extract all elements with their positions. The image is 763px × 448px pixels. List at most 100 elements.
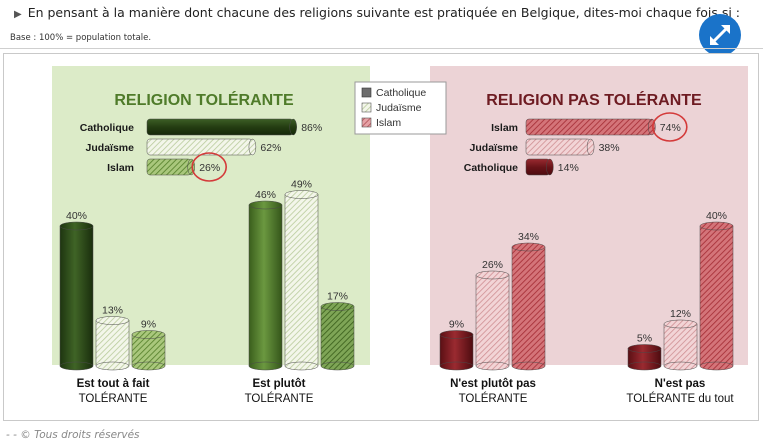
vbar-catholique-3: [439, 334, 474, 367]
hbar-label-catholique: Catholique: [80, 122, 134, 134]
vbar-value-islam-3: 34%: [518, 231, 539, 243]
hbar-label-catholique: Catholique: [464, 162, 518, 174]
vbar-value-judaisme-3: 26%: [482, 259, 503, 271]
vbar-judaisme-2-top: [284, 190, 319, 199]
hbar-value-islam: 74%: [660, 122, 681, 134]
question-text: En pensant à la manière dont chacune des…: [27, 5, 741, 20]
hbar-value-catholique: 14%: [558, 162, 579, 174]
vbar-catholique-1-top: [59, 221, 94, 231]
vbar-value-islam-4: 40%: [706, 210, 727, 222]
highlight-circle-islam: [651, 112, 688, 142]
expand-arrows-icon: [710, 25, 730, 45]
header-divider: [0, 48, 763, 49]
triangle-right-icon: ▶: [14, 9, 22, 20]
question-header: ▶ En pensant à la manière dont chacune de…: [14, 5, 740, 20]
category-label-1-line-1: Est tout à fait: [77, 378, 150, 390]
vbar-catholique-2-top: [248, 200, 283, 210]
vbar-catholique-4-base: [627, 361, 662, 371]
vbar-judaisme-1-top: [95, 316, 130, 325]
vbar-islam-4: [699, 225, 734, 367]
category-label-3-line-2: TOLÉRANTE: [459, 392, 528, 405]
category-label-1-line-2: TOLÉRANTE: [79, 392, 148, 405]
hbar-label-judaisme: Judaïsme: [86, 142, 135, 154]
vbar-judaisme-3-base: [475, 361, 510, 371]
category-label-4-line-1: N'est pas: [655, 378, 706, 390]
vbar-judaisme-4-top: [663, 319, 698, 329]
vbar-islam-2-top: [320, 302, 355, 311]
vbar-catholique-1-base: [59, 361, 94, 371]
vbar-catholique-2-base: [248, 361, 283, 371]
hbar-value-islam: 26%: [199, 162, 220, 174]
hbar-value-judaisme: 38%: [599, 142, 620, 154]
vbar-judaisme-3: [475, 274, 510, 367]
legend: Catholique Judaïsme Islam: [354, 81, 447, 135]
vbar-value-judaisme-1: 13%: [102, 305, 123, 317]
chart-frame: RELIGION TOLÉRANTE RELIGION PAS TOLÉRANT…: [3, 53, 759, 421]
vbar-catholique-4-top: [627, 344, 662, 353]
category-label-3-line-1: N'est plutôt pas: [450, 378, 536, 390]
vbar-islam-3-base: [511, 361, 546, 371]
vbar-islam-2: [320, 306, 355, 367]
vbar-islam-1: [131, 334, 166, 367]
vbar-islam-1-base: [131, 361, 166, 371]
legend-label-islam: Islam: [376, 117, 401, 129]
vbar-islam-4-base: [699, 361, 734, 371]
legend-swatch-judaisme: [361, 102, 372, 113]
hbar-value-catholique: 86%: [301, 122, 322, 134]
vbar-value-islam-1: 9%: [141, 319, 156, 331]
not-tolerant-horizontal-bars: Islam 74% Judaïsme 38% Catholique 14%: [464, 112, 688, 176]
legend-label-judaisme: Judaïsme: [376, 102, 422, 114]
not-tolerant-title: RELIGION PAS TOLÉRANTE: [486, 90, 702, 109]
vbar-value-catholique-4: 5%: [637, 333, 652, 345]
vbar-catholique-3-base: [439, 361, 474, 371]
hbar-catholique: [146, 118, 294, 136]
vbar-judaisme-2-base: [284, 361, 319, 371]
hbar-cap-catholique: [289, 118, 297, 136]
hbar-label-islam: Islam: [491, 122, 518, 134]
vbar-value-judaisme-2: 49%: [291, 179, 312, 191]
hbar-cap-judaisme: [248, 138, 257, 156]
vbar-catholique-3-top: [439, 330, 474, 339]
vbar-islam-1-top: [131, 330, 166, 339]
hbar-value-judaisme: 62%: [260, 142, 281, 154]
religion-tolerance-chart: RELIGION TOLÉRANTE RELIGION PAS TOLÉRANT…: [52, 66, 748, 405]
vbar-islam-4-top: [699, 221, 734, 231]
tolerant-horizontal-bars: Catholique 86% Judaïsme 62% Islam 26%: [80, 118, 322, 182]
vbar-value-catholique-3: 9%: [449, 319, 464, 331]
vbar-value-judaisme-4: 12%: [670, 308, 691, 320]
hbar-label-islam: Islam: [107, 162, 134, 174]
vbar-value-catholique-1: 40%: [66, 210, 87, 222]
vbar-catholique-2: [248, 204, 283, 367]
category-label-2-line-2: TOLÉRANTE: [245, 392, 314, 405]
vbar-value-islam-2: 17%: [327, 291, 348, 303]
vertical-bar-chart: 40% 13% 9% 46% 49% 17% 9% 26% 34% 5% 12% 40%: [59, 179, 734, 371]
vbar-islam-3: [511, 246, 546, 367]
copyright-footer: - - © Tous droits réservés: [6, 429, 140, 441]
vbar-judaisme-4: [663, 323, 698, 367]
hbar-judaisme: [146, 138, 253, 156]
vbar-catholique-1: [59, 225, 94, 367]
category-label-4-line-2: TOLÉRANTE du tout: [626, 392, 734, 405]
hbar-islam: [525, 118, 653, 136]
vbar-judaisme-3-top: [475, 270, 510, 280]
vbar-value-catholique-2: 46%: [255, 189, 276, 201]
hbar-label-judaisme: Judaïsme: [470, 142, 519, 154]
expand-button[interactable]: [699, 14, 741, 56]
highlight-circle-islam: [191, 152, 227, 182]
vbar-judaisme-1: [95, 320, 130, 367]
vbar-judaisme-1-base: [95, 361, 130, 371]
legend-swatch-catholique: [361, 87, 372, 98]
base-note: Base : 100% = population totale.: [10, 33, 152, 43]
hbar-islam: [146, 158, 192, 176]
vbar-judaisme-2: [284, 194, 319, 367]
hbar-judaisme: [525, 138, 591, 156]
hbar-cap-judaisme: [586, 138, 595, 156]
vbar-judaisme-4-base: [663, 361, 698, 371]
legend-label-catholique: Catholique: [376, 87, 426, 99]
legend-swatch-islam: [361, 117, 372, 128]
category-labels: Est tout à fait TOLÉRANTE Est plutôt TOLÉRA…: [77, 378, 735, 405]
vbar-islam-3-top: [511, 242, 546, 252]
tolerant-title: RELIGION TOLÉRANTE: [114, 90, 294, 109]
hbar-cap-catholique: [546, 158, 554, 176]
category-label-2-line-1: Est plutôt: [252, 378, 305, 390]
